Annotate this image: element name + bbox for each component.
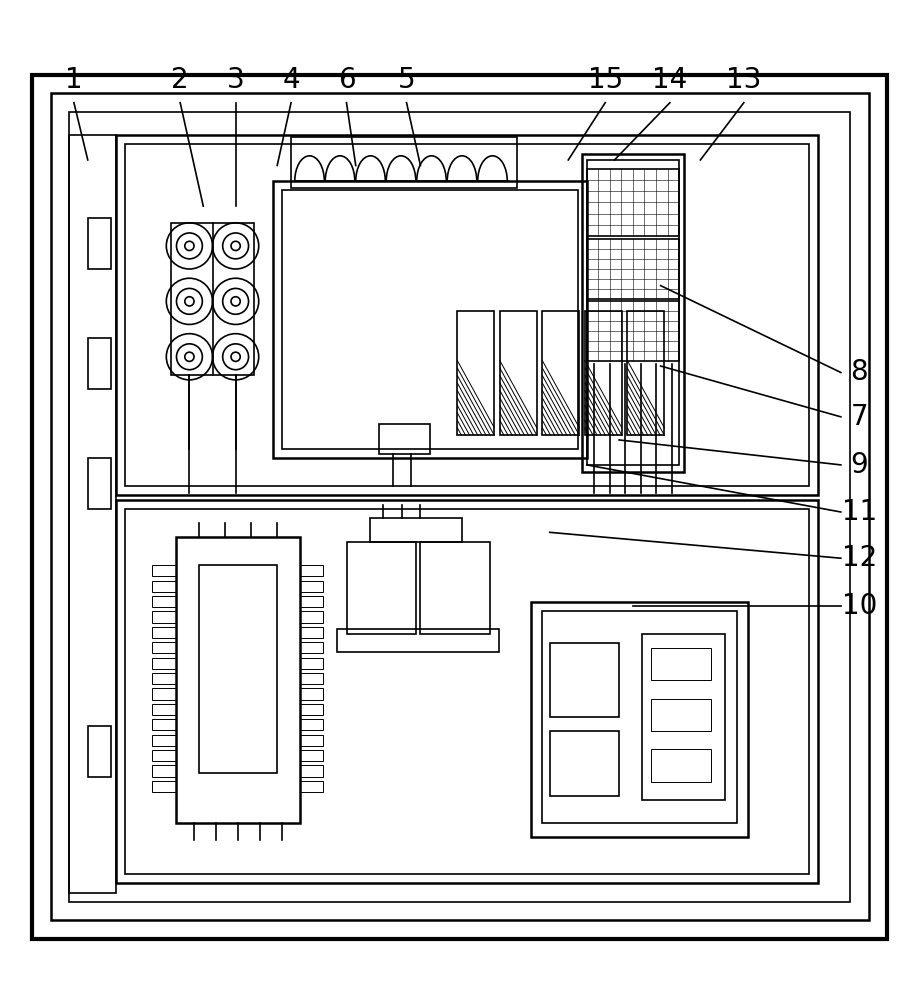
Bar bbox=[300, 704, 323, 715]
Bar bbox=[651, 699, 711, 731]
Bar bbox=[300, 642, 323, 653]
Text: 5: 5 bbox=[397, 66, 416, 94]
Bar bbox=[370, 518, 462, 542]
Bar bbox=[152, 719, 176, 730]
Bar bbox=[550, 731, 619, 796]
Text: 6: 6 bbox=[337, 66, 356, 94]
Bar bbox=[88, 458, 111, 509]
Text: 3: 3 bbox=[226, 66, 245, 94]
Text: 8: 8 bbox=[850, 358, 869, 386]
Text: 10: 10 bbox=[842, 592, 877, 620]
Text: 12: 12 bbox=[842, 544, 877, 572]
Text: 11: 11 bbox=[842, 498, 877, 526]
Bar bbox=[587, 169, 679, 236]
Bar bbox=[542, 311, 579, 435]
Bar bbox=[125, 144, 808, 486]
Bar bbox=[542, 611, 737, 823]
Bar bbox=[291, 137, 517, 188]
Bar bbox=[171, 223, 254, 375]
Bar bbox=[300, 627, 323, 638]
Bar bbox=[300, 581, 323, 592]
Bar bbox=[300, 735, 323, 746]
Bar bbox=[500, 311, 537, 435]
Bar bbox=[300, 673, 323, 684]
Bar bbox=[152, 673, 176, 684]
Bar bbox=[88, 726, 111, 777]
Bar bbox=[550, 643, 619, 717]
Bar bbox=[152, 750, 176, 761]
Bar bbox=[587, 239, 679, 299]
Bar bbox=[152, 627, 176, 638]
Bar bbox=[300, 596, 323, 607]
Bar bbox=[651, 648, 711, 680]
Bar bbox=[300, 688, 323, 700]
Text: 7: 7 bbox=[850, 403, 869, 431]
Text: 4: 4 bbox=[282, 66, 300, 94]
Bar bbox=[116, 500, 818, 883]
Bar bbox=[587, 160, 679, 465]
Bar bbox=[627, 311, 664, 435]
Bar bbox=[152, 581, 176, 592]
Bar bbox=[51, 93, 869, 920]
Bar bbox=[337, 629, 499, 652]
Bar bbox=[69, 112, 850, 902]
Text: 14: 14 bbox=[652, 66, 687, 94]
Bar bbox=[152, 688, 176, 700]
Bar bbox=[125, 509, 808, 874]
Bar bbox=[300, 719, 323, 730]
Bar bbox=[152, 765, 176, 777]
Bar bbox=[300, 565, 323, 576]
Bar bbox=[642, 634, 725, 800]
Bar bbox=[152, 704, 176, 715]
Bar bbox=[88, 218, 111, 269]
Bar bbox=[199, 565, 277, 773]
Bar bbox=[152, 735, 176, 746]
Bar bbox=[531, 602, 748, 837]
Bar bbox=[152, 781, 176, 792]
Bar bbox=[300, 750, 323, 761]
Bar bbox=[651, 749, 711, 782]
Text: 2: 2 bbox=[171, 66, 189, 94]
Bar bbox=[88, 338, 111, 389]
Text: 15: 15 bbox=[588, 66, 623, 94]
Bar bbox=[152, 565, 176, 576]
Bar bbox=[300, 611, 323, 623]
Bar bbox=[152, 658, 176, 669]
Bar bbox=[379, 424, 430, 454]
Bar bbox=[152, 596, 176, 607]
Bar bbox=[300, 781, 323, 792]
Bar bbox=[273, 181, 587, 458]
Bar bbox=[582, 153, 684, 472]
Bar bbox=[69, 135, 116, 893]
Bar bbox=[152, 642, 176, 653]
Bar bbox=[152, 611, 176, 623]
Bar bbox=[457, 311, 494, 435]
Bar bbox=[116, 135, 818, 495]
Text: 13: 13 bbox=[726, 66, 761, 94]
Text: 1: 1 bbox=[65, 66, 83, 94]
Bar bbox=[346, 542, 416, 634]
Bar bbox=[176, 537, 300, 823]
Bar bbox=[300, 658, 323, 669]
Text: 9: 9 bbox=[850, 451, 869, 479]
Bar bbox=[585, 311, 622, 435]
Bar bbox=[587, 301, 679, 361]
Bar bbox=[282, 190, 578, 449]
Bar bbox=[420, 542, 490, 634]
Bar bbox=[300, 765, 323, 777]
